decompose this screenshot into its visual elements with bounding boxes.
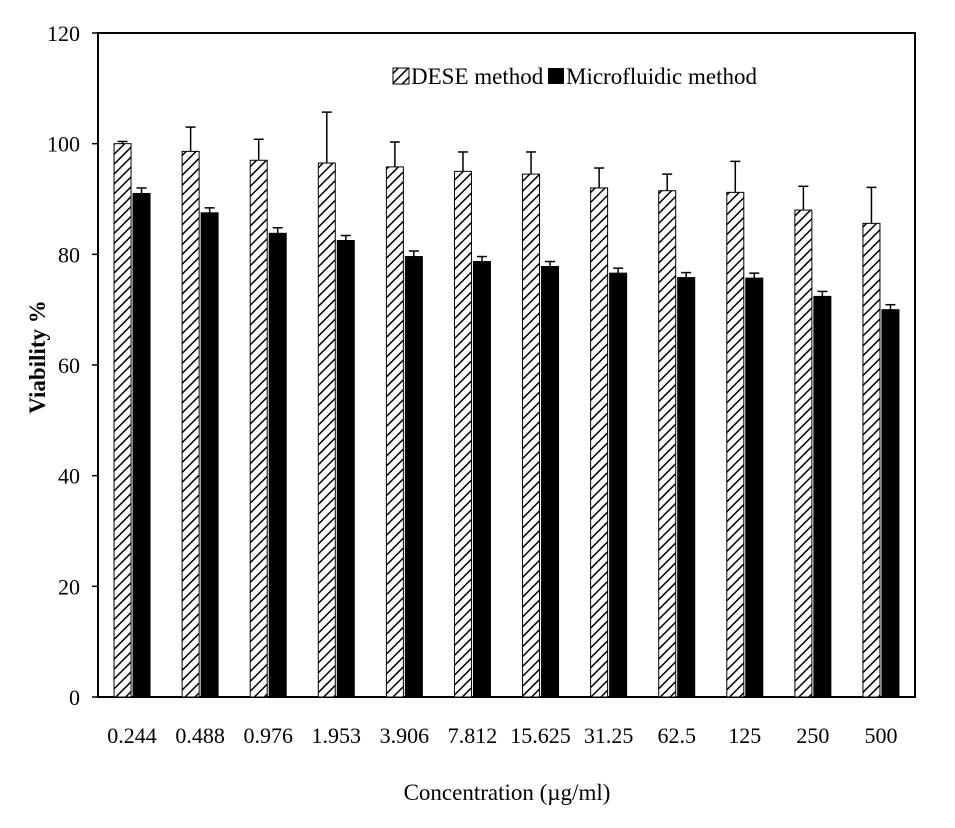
y-tick-label: 100 [47, 132, 80, 157]
bars [113, 111, 900, 698]
x-tick-label: 0.488 [175, 723, 225, 748]
y-tick-label: 120 [47, 21, 80, 46]
y-tick-label: 0 [69, 685, 80, 710]
x-axis: 0.244 0.488 0.976 1.953 3.906 7.812 15.625 31.2… [107, 723, 897, 748]
bar-dese [249, 159, 268, 698]
bar-microfluidic [609, 272, 628, 698]
bar-dese [317, 162, 336, 698]
x-tick-label: 62.5 [657, 723, 696, 748]
x-axis-title: Concentration (µg/ml) [404, 780, 611, 805]
x-tick-label: 0.976 [243, 723, 293, 748]
bar-dese [658, 190, 677, 698]
legend-label-microfluidic: Microfluidic method [566, 64, 757, 89]
x-tick-label: 500 [864, 723, 897, 748]
x-tick-label: 31.25 [584, 723, 634, 748]
bar-microfluidic [336, 240, 355, 698]
bar-microfluidic [541, 266, 560, 698]
y-tick-label: 20 [58, 574, 80, 599]
legend: DESE method Microfluidic method [392, 64, 757, 89]
bar-microfluidic [132, 192, 151, 698]
bar-microfluidic [677, 277, 696, 698]
x-tick-label: 125 [728, 723, 761, 748]
bar-microfluidic [404, 256, 423, 698]
x-tick-label: 1.953 [312, 723, 362, 748]
x-tick-label: 250 [796, 723, 829, 748]
bar-microfluidic [813, 295, 832, 698]
y-tick-label: 80 [58, 242, 80, 267]
bar-dese [862, 222, 881, 698]
bar-microfluidic [745, 277, 764, 698]
legend-label-dese: DESE method [411, 64, 544, 89]
bar-dese [590, 187, 609, 698]
y-axis-title: Viability % [25, 300, 50, 414]
legend-swatch-dese [392, 67, 410, 85]
x-tick-label: 0.244 [107, 723, 157, 748]
y-tick-label: 40 [58, 464, 80, 489]
bar-dese [453, 170, 472, 698]
bar-dese [181, 150, 200, 698]
bar-microfluidic [472, 261, 491, 698]
bar-dese [794, 209, 813, 698]
bar-microfluidic [200, 212, 219, 698]
bar-dese [113, 143, 132, 698]
plot-frame [97, 32, 916, 698]
legend-swatch-microfluidic [548, 68, 564, 84]
x-tick-label: 15.625 [510, 723, 571, 748]
y-axis: 0 20 40 60 80 100 120 [47, 21, 98, 710]
bar-dese [726, 191, 745, 698]
x-tick-label: 7.812 [448, 723, 498, 748]
y-tick-label: 60 [58, 353, 80, 378]
bar-dese [522, 173, 541, 698]
bar-microfluidic [881, 309, 900, 698]
bar-dese [385, 166, 404, 698]
x-tick-label: 3.906 [380, 723, 430, 748]
bar-microfluidic [268, 232, 287, 698]
